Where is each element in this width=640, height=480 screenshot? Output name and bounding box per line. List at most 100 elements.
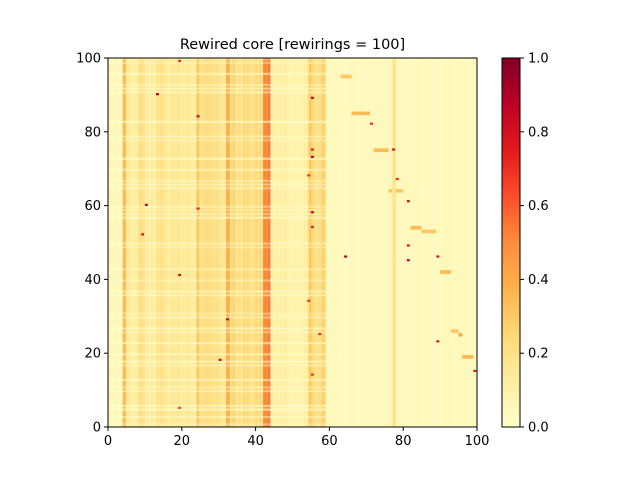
stripe <box>176 58 179 427</box>
colorbar-tick-label: 0.2 <box>528 347 549 362</box>
row-streak <box>108 72 326 75</box>
stripe <box>154 58 157 427</box>
stripe <box>163 58 166 427</box>
stripe <box>290 58 293 427</box>
row-streak <box>108 290 326 293</box>
row-streak <box>108 312 326 315</box>
hot-cell <box>406 244 410 247</box>
stripe <box>454 58 457 427</box>
row-streak <box>108 242 326 245</box>
stripe <box>126 58 129 427</box>
stripe <box>285 58 288 427</box>
hot-cell <box>141 233 145 236</box>
row-streak <box>108 216 326 219</box>
stripe <box>231 58 234 427</box>
warm-segment <box>351 111 370 116</box>
hot-cell <box>307 299 311 302</box>
stripe <box>338 58 341 427</box>
row-streak <box>108 279 326 282</box>
warm-segment <box>410 225 422 230</box>
stripe <box>213 58 216 427</box>
stripe <box>412 58 415 427</box>
stripe <box>309 58 312 427</box>
stripe <box>429 58 432 427</box>
stripe <box>218 58 221 427</box>
x-tick-label: 80 <box>395 434 412 449</box>
stripe <box>316 58 319 427</box>
stripe <box>430 58 433 427</box>
stripe <box>253 58 256 427</box>
stripe <box>248 58 251 427</box>
stripe <box>364 58 367 427</box>
stripe <box>334 58 337 427</box>
stripe <box>307 58 310 427</box>
colorbar-tick-label: 0.8 <box>528 125 549 140</box>
hot-cell <box>318 332 322 336</box>
stripe <box>301 58 304 427</box>
stripe <box>130 58 133 427</box>
row-streak <box>108 120 326 123</box>
y-tick-label: 20 <box>84 347 101 362</box>
stripe <box>216 58 219 427</box>
row-streak <box>108 209 326 212</box>
hot-cell <box>307 174 311 177</box>
x-tick-label: 100 <box>465 434 490 449</box>
stripe <box>222 58 225 427</box>
stripe <box>155 58 159 427</box>
stripe <box>227 58 230 427</box>
stripe <box>464 58 467 427</box>
row-streak <box>108 87 326 90</box>
stripe <box>128 58 131 427</box>
stripe <box>447 58 450 427</box>
stripe <box>458 58 461 427</box>
stripe <box>310 58 313 427</box>
stripe <box>117 58 120 427</box>
heatmap <box>108 58 477 427</box>
stripe <box>174 58 177 427</box>
row-streak <box>108 331 326 334</box>
hot-cell <box>310 373 314 376</box>
stripe <box>168 58 171 427</box>
hot-cell <box>196 207 200 210</box>
colorbar: 0.0 0.2 0.4 0.6 0.8 1.0 <box>501 52 549 436</box>
stripe <box>405 58 408 427</box>
stripe <box>473 58 476 427</box>
stripe <box>229 58 232 427</box>
hot-cell <box>178 406 182 409</box>
stripe <box>440 58 443 427</box>
stripe <box>191 58 194 427</box>
stripe <box>342 58 345 427</box>
row-streak <box>108 423 326 426</box>
row-streak <box>108 139 326 142</box>
stripe <box>277 58 280 427</box>
colorbar-tick-label: 0.6 <box>528 199 549 214</box>
stripe <box>362 58 365 427</box>
row-streak <box>108 157 326 160</box>
x-tick-label: 60 <box>321 434 338 449</box>
stripe <box>368 58 371 427</box>
stripe <box>414 58 417 427</box>
stripe <box>202 58 205 427</box>
x-tick-label: 0 <box>104 434 112 449</box>
stripe <box>333 58 336 427</box>
stripe <box>200 58 203 427</box>
stripe <box>226 58 229 427</box>
stripe <box>251 58 254 427</box>
stripe <box>148 58 151 427</box>
stripe <box>189 58 192 427</box>
stripe <box>346 58 349 427</box>
stripe <box>115 58 118 427</box>
stripe <box>379 58 382 427</box>
hot-cell <box>369 122 373 125</box>
stripe <box>384 58 387 427</box>
stripe <box>161 58 164 427</box>
warm-segment <box>421 229 437 234</box>
stripe <box>262 58 266 427</box>
row-streak <box>108 212 326 216</box>
hot-cell <box>144 203 148 206</box>
y-tick-label: 60 <box>84 199 101 214</box>
stripe <box>261 58 264 427</box>
row-streak <box>108 342 326 345</box>
colorbar-tick-label: 0.0 <box>528 421 549 436</box>
